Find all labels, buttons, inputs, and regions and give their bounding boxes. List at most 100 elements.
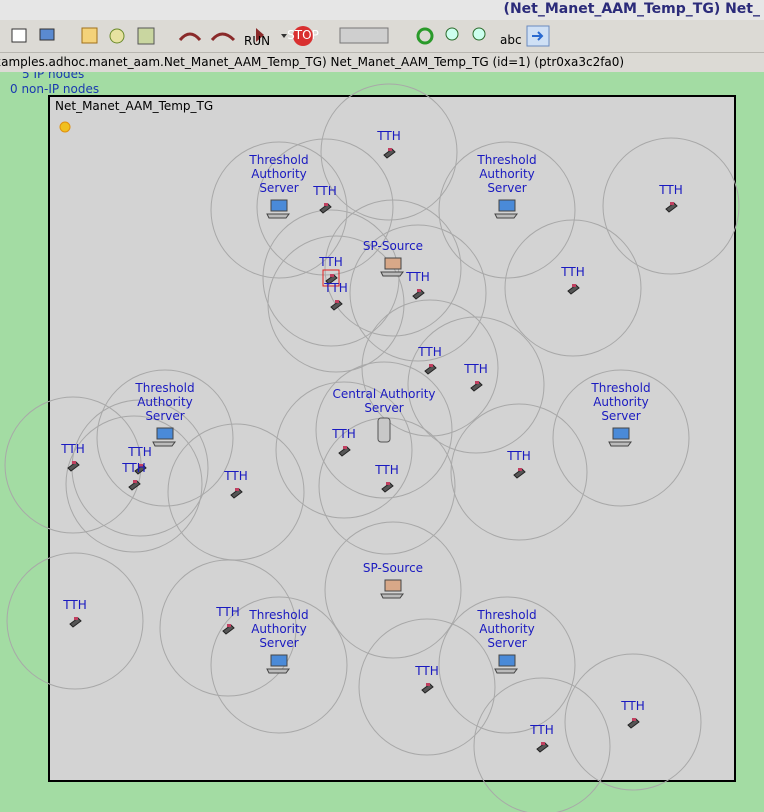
- button[interactable]: [11, 28, 27, 43]
- node[interactable]: TTH: [60, 442, 85, 472]
- node-label: Authority: [137, 395, 193, 409]
- button[interactable]: [281, 34, 287, 38]
- device-screen: [426, 683, 430, 686]
- node-label: TTH: [312, 184, 336, 198]
- node[interactable]: TTH: [560, 265, 585, 295]
- info-text: 0 non-IP nodes: [10, 82, 99, 96]
- device-screen: [388, 148, 392, 151]
- node[interactable]: TTH: [318, 255, 343, 287]
- device-screen: [343, 446, 347, 449]
- button[interactable]: [293, 26, 313, 46]
- node[interactable]: TTH: [658, 183, 683, 213]
- device-screen: [475, 381, 479, 384]
- network-name: Net_Manet_AAM_Temp_TG: [55, 99, 213, 113]
- node-label: TTH: [331, 427, 355, 441]
- button[interactable]: [472, 27, 486, 41]
- button[interactable]: [109, 28, 125, 44]
- range-circle: [210, 596, 348, 734]
- button[interactable]: [39, 28, 55, 41]
- node-label: Threshold: [134, 381, 194, 395]
- laptop-base: [380, 593, 404, 599]
- button[interactable]: [81, 27, 98, 44]
- button[interactable]: [445, 27, 459, 41]
- sun-icon: [59, 121, 71, 133]
- range-circle: [361, 299, 499, 437]
- speed-slider[interactable]: [339, 27, 389, 44]
- node-label: Authority: [251, 167, 307, 181]
- node[interactable]: SP-Source: [363, 239, 423, 277]
- node[interactable]: TTH: [127, 445, 152, 475]
- device-screen: [133, 480, 137, 483]
- run-label: RUN: [244, 34, 270, 48]
- breadcrumb-bar: xamples.adhoc.manet_aam.Net_Manet_AAM_Te…: [0, 53, 764, 72]
- node-label: Authority: [251, 622, 307, 636]
- node-label: Threshold: [248, 608, 308, 622]
- toolbar: RUN STOP abc: [0, 20, 764, 53]
- node[interactable]: TTH: [323, 281, 348, 311]
- node[interactable]: TTH: [405, 270, 430, 300]
- node-label: SP-Source: [363, 239, 423, 253]
- node[interactable]: TTH: [331, 427, 356, 457]
- server-icon: [377, 417, 391, 443]
- node-label: Server: [487, 181, 526, 195]
- range-circle: [315, 361, 453, 499]
- button[interactable]: [178, 32, 202, 42]
- button[interactable]: [256, 28, 264, 42]
- range-circle: [349, 224, 487, 362]
- node-label: TTH: [374, 463, 398, 477]
- device-screen: [74, 617, 78, 620]
- node[interactable]: TTH: [620, 699, 645, 729]
- node-label: Authority: [479, 622, 535, 636]
- breadcrumb: xamples.adhoc.manet_aam.Net_Manet_AAM_Te…: [0, 55, 625, 69]
- device-screen: [227, 624, 231, 627]
- laptop-base: [608, 441, 632, 447]
- node-label: TTH: [560, 265, 584, 279]
- node-label: Server: [364, 401, 403, 415]
- node[interactable]: TTH: [215, 605, 240, 635]
- node-label: Central Authority: [332, 387, 435, 401]
- range-circle: [267, 235, 405, 373]
- node[interactable]: TTH: [374, 463, 399, 493]
- node[interactable]: TTH: [506, 449, 531, 479]
- range-circle: [407, 316, 545, 454]
- node[interactable]: TTH: [463, 362, 488, 392]
- node-label: TTH: [529, 723, 553, 737]
- range-circle: [275, 381, 413, 519]
- button[interactable]: [210, 32, 236, 42]
- node[interactable]: SP-Source: [363, 561, 423, 599]
- device-screen: [335, 300, 339, 303]
- node[interactable]: TTH: [414, 664, 439, 694]
- node[interactable]: TTH: [223, 469, 248, 499]
- tool-icons: RUN STOP abc: [11, 25, 550, 48]
- laptop-base: [266, 668, 290, 674]
- stop-label: STOP: [287, 28, 319, 42]
- node-label: Server: [601, 409, 640, 423]
- node-label: Authority: [593, 395, 649, 409]
- node-label: TTH: [60, 442, 84, 456]
- node[interactable]: TTH: [417, 345, 442, 375]
- node[interactable]: TTH: [62, 598, 87, 628]
- node-label: TTH: [620, 699, 644, 713]
- range-circle: [159, 559, 297, 697]
- node[interactable]: TTH: [529, 723, 554, 753]
- button[interactable]: [137, 27, 155, 45]
- node-label: TTH: [223, 469, 247, 483]
- device-screen: [330, 274, 334, 277]
- node[interactable]: TTH: [376, 129, 401, 159]
- node-label: TTH: [506, 449, 530, 463]
- node[interactable]: TTH: [121, 461, 146, 491]
- node[interactable]: TTH: [312, 184, 337, 214]
- window-title: (Net_Manet_AAM_Temp_TG) Net_: [503, 1, 760, 17]
- range-circle: [602, 137, 740, 275]
- selection-box: [322, 269, 340, 287]
- button[interactable]: [416, 27, 434, 45]
- node-label: TTH: [463, 362, 487, 376]
- range-circle: [473, 677, 611, 812]
